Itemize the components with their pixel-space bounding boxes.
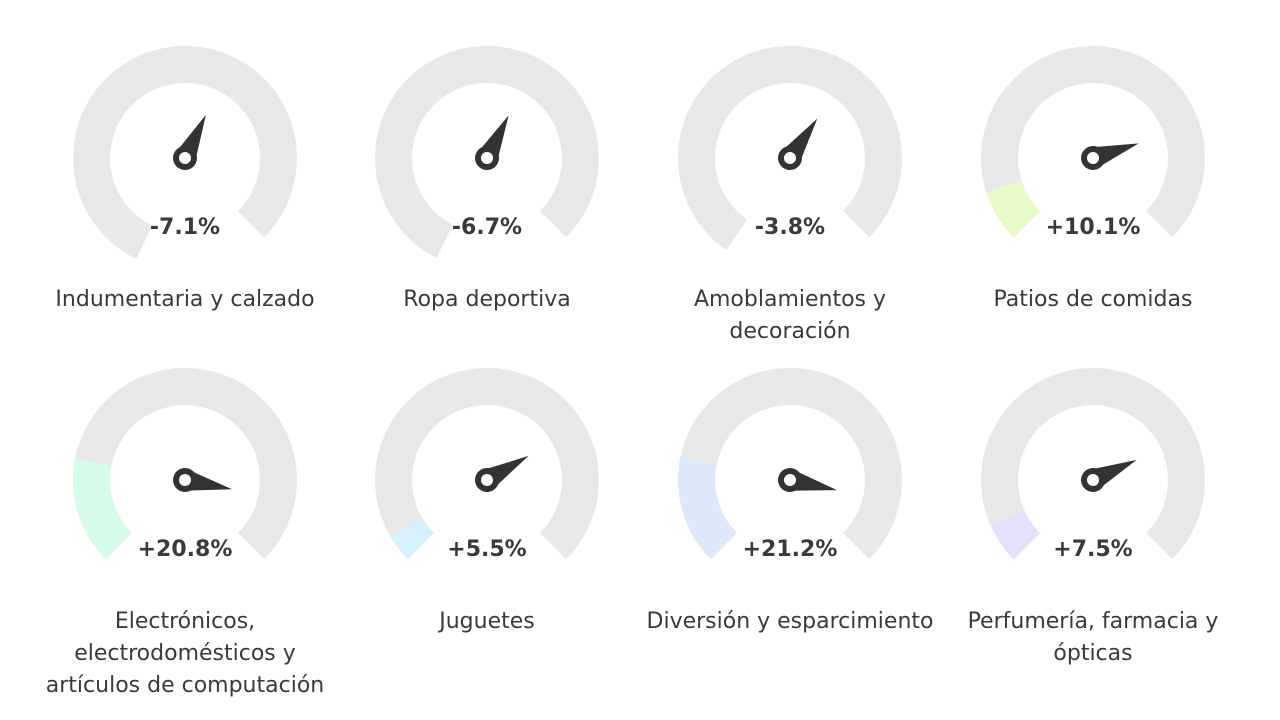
value-label: -6.7% [452, 215, 522, 240]
gauge-fill [986, 180, 1040, 238]
needle [1081, 459, 1137, 492]
gauge-name: Ropa deportiva [403, 287, 571, 312]
gauge-fill [710, 211, 748, 251]
gauge-name: Electrónicos, electrodomésticos y artícu… [45, 609, 325, 698]
value-label: +10.1% [1046, 215, 1141, 240]
gauge-track [73, 46, 297, 238]
needle-hole [481, 152, 493, 164]
gauge-track [73, 368, 298, 560]
needle-hole [784, 474, 796, 486]
gauge-track [375, 46, 600, 238]
gauge-name: Juguetes [439, 609, 535, 634]
value-label: +21.2% [743, 537, 838, 562]
gauge-name: Perfumería, farmacia y ópticas [967, 609, 1219, 666]
needle-hole [1087, 152, 1099, 164]
value-label: -3.8% [755, 215, 825, 240]
gauge-fill [105, 211, 153, 259]
value-label: +20.8% [138, 537, 233, 562]
needle [173, 114, 206, 170]
needle-hole [1087, 474, 1099, 486]
gauge-fill [390, 517, 434, 560]
gauge-fill [72, 458, 132, 560]
needle [475, 115, 509, 170]
needle [173, 468, 233, 492]
needle [778, 118, 818, 170]
gauge-fill [677, 456, 737, 560]
gauge-track [678, 368, 903, 560]
gauge-track [981, 368, 1205, 560]
gauge-track [981, 46, 1205, 238]
needle-hole [481, 474, 493, 486]
value-label: -7.1% [150, 215, 220, 240]
value-label: +5.5% [447, 537, 526, 562]
needle-hole [179, 152, 191, 164]
gauge-name: Indumentaria y calzado [55, 287, 315, 312]
gauge-fill [407, 211, 454, 258]
needle-hole [784, 152, 796, 164]
needle-hole [179, 474, 191, 486]
gauge-track [375, 368, 600, 560]
value-label: +7.5% [1053, 537, 1132, 562]
gauge-fill [991, 511, 1040, 560]
needle [475, 455, 529, 492]
gauge-track [678, 46, 903, 238]
gauge-name: Diversión y esparcimiento [646, 609, 934, 634]
gauge-name: Patios de comidas [993, 287, 1193, 312]
needle [1081, 143, 1139, 170]
needle [778, 468, 837, 492]
gauge-name: Amoblamientos y decoración [693, 287, 887, 344]
